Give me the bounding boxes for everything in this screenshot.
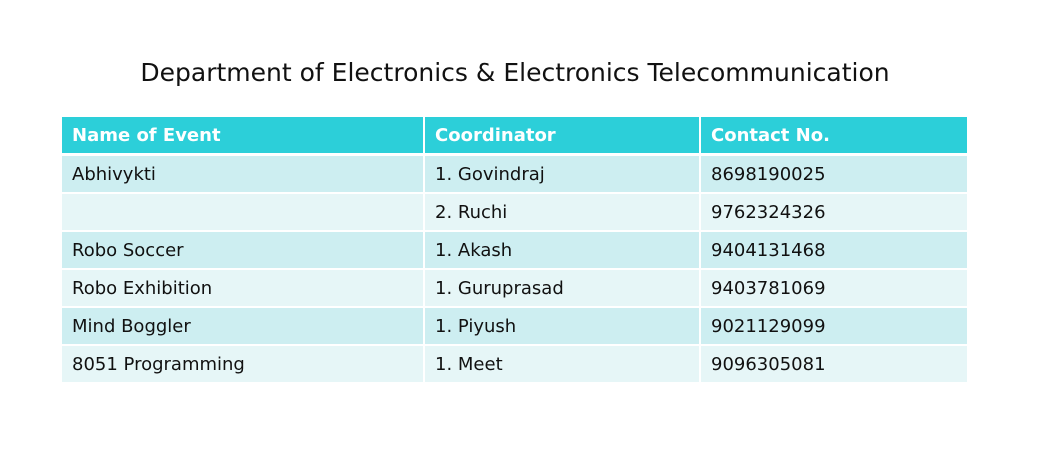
event-name-cell: Abhivykti (62, 154, 425, 194)
event-name-cell: Robo Exhibition (62, 269, 425, 308)
contact-cell: 9096305081 (700, 345, 967, 384)
coordinator-cell: 1. Meet (424, 345, 701, 384)
table-row: Robo Exhibition 1. Guruprasad 9403781069 (62, 269, 967, 308)
table-row: Mind Boggler 1. Piyush 9021129099 (62, 307, 967, 346)
header-event-name: Name of Event (62, 117, 425, 156)
event-name-cell: Robo Soccer (62, 231, 425, 270)
header-coordinator: Coordinator (424, 117, 701, 156)
coordinator-cell: 1. Govindraj (424, 154, 701, 194)
table-header-row: Name of Event Coordinator Contact No. (62, 117, 967, 156)
events-table: Name of Event Coordinator Contact No. Ab… (62, 117, 967, 384)
event-name-cell: 8051 Programming (62, 345, 425, 384)
contact-cell: 9762324326 (700, 193, 967, 232)
page-title: Department of Electronics & Electronics … (140, 58, 890, 87)
contact-cell: 9403781069 (700, 269, 967, 308)
coordinator-cell: 1. Piyush (424, 307, 701, 346)
event-name-cell: Mind Boggler (62, 307, 425, 346)
coordinator-cell: 1. Guruprasad (424, 269, 701, 308)
contact-cell: 9021129099 (700, 307, 967, 346)
header-contact-no: Contact No. (700, 117, 967, 156)
table-row: Robo Soccer 1. Akash 9404131468 (62, 231, 967, 270)
coordinator-cell: 2. Ruchi (424, 193, 701, 232)
table-row: Abhivykti 1. Govindraj 8698190025 (62, 154, 967, 194)
contact-cell: 8698190025 (700, 154, 967, 194)
table-row: 8051 Programming 1. Meet 9096305081 (62, 345, 967, 384)
coordinator-cell: 1. Akash (424, 231, 701, 270)
event-name-cell (62, 193, 425, 232)
contact-cell: 9404131468 (700, 231, 967, 270)
table-row: 2. Ruchi 9762324326 (62, 193, 967, 232)
